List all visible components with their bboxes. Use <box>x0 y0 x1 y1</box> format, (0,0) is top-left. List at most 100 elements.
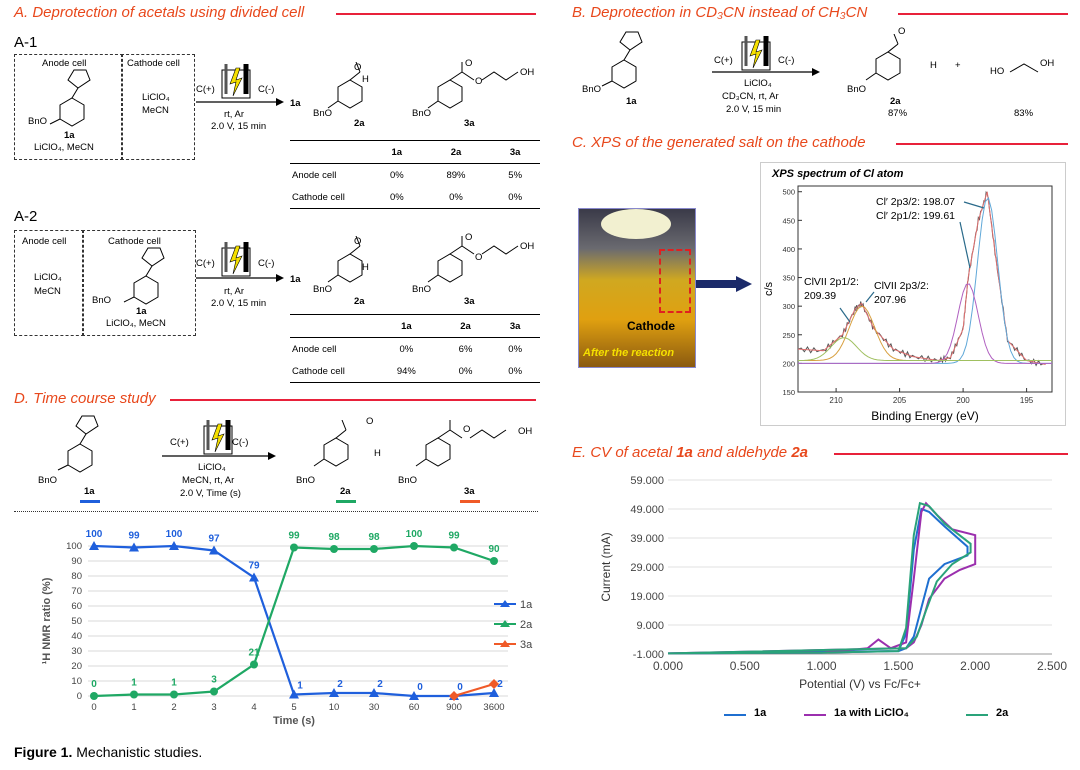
data-label-1a: 100 <box>86 529 103 540</box>
data-label-1a: 0 <box>417 682 423 693</box>
data-point-2a <box>490 557 498 565</box>
b-c-plus: C(+) <box>714 55 733 66</box>
a2-results-table: 1a 2a 3a Anode cell 0% 6% 0% Cathode cel… <box>290 314 540 383</box>
data-label-2a: 3 <box>211 675 217 686</box>
a1-anode-contents: LiClO₄, MeCN <box>34 142 94 153</box>
data-label-2a: 1 <box>131 678 137 689</box>
y-tick-label: -1.000 <box>633 649 664 661</box>
d-electrode-icon <box>203 420 233 455</box>
b-electrode-icon <box>741 36 771 71</box>
a2-ester-o2: O <box>475 252 483 263</box>
section-d-rule <box>170 399 536 401</box>
y-tick-label: 200 <box>782 359 795 368</box>
b-yield-2a: 87% <box>888 108 908 119</box>
b-oh: OH <box>1040 58 1055 69</box>
data-label-1a: 2 <box>497 679 503 690</box>
x-tick-label: 2 <box>171 702 176 713</box>
a2-reaction-arrow <box>196 274 284 282</box>
section-a-title: A. Deprotection of acetals using divided… <box>14 4 305 21</box>
a2-anode-box <box>14 230 84 336</box>
y-tick-label: 9.000 <box>636 620 664 632</box>
data-label-1a: 100 <box>166 529 183 540</box>
x-tick-label: 3600 <box>483 702 504 713</box>
photo-cathode-highlight <box>659 249 691 313</box>
a2-acetal-structure <box>123 247 165 305</box>
section-d-title: D. Time course study <box>14 390 156 407</box>
y-tick-label: 100 <box>66 541 82 552</box>
data-label-2a: 21 <box>248 648 260 659</box>
x-tick-label: 195 <box>1020 396 1034 405</box>
x-tick-label: 30 <box>369 702 380 713</box>
b-plus: + <box>955 60 961 71</box>
xps-ann-right-1: Cl′ 2p3/2: 198.07 <box>876 196 956 208</box>
data-point-3a <box>449 691 459 701</box>
data-point-1a <box>89 541 99 550</box>
section-c-title: C. XPS of the generated salt on the cath… <box>572 134 866 151</box>
xps-arrow-left <box>839 307 851 323</box>
a1-aldehyde-h: H <box>362 74 369 85</box>
b-reaction-arrow <box>712 68 820 76</box>
y-axis-label: ¹H NMR ratio (%) <box>41 577 53 664</box>
cv-legend-1a-label: 1a <box>754 707 767 719</box>
data-point-1a <box>209 545 219 555</box>
b-aldehyde-h: H <box>930 60 937 71</box>
x-axis-label: Potential (V) vs Fc/Fc+ <box>799 677 921 691</box>
xps-peak-cl-2p1 <box>798 283 1052 364</box>
a1-product-1a: 1a <box>290 98 301 109</box>
a2-ester-o: O <box>465 232 473 243</box>
a2-cathode-contents: LiClO₄, MeCN <box>106 318 166 329</box>
xps-title: XPS spectrum of Cl atom <box>772 168 904 180</box>
a2-anode-contents-1: LiClO₄ <box>34 272 62 283</box>
photo-caption: After the reaction <box>583 347 675 359</box>
data-point-1a <box>129 542 139 552</box>
y-axis-label: Current (mA) <box>599 532 613 601</box>
a1-anode-box <box>14 54 123 160</box>
data-point-1a <box>329 688 339 697</box>
a1-compound-2a: 2a <box>354 118 365 129</box>
a2-cathode-cell-label: Cathode cell <box>108 236 161 247</box>
b-bno-1: BnO <box>582 84 602 95</box>
legend-marker-2a <box>500 620 510 627</box>
x-tick-label: 1 <box>131 702 136 713</box>
x-tick-label: 1.500 <box>883 659 913 673</box>
legend-label-1a: 1a <box>520 599 533 611</box>
x-tick-label: 0 <box>91 702 96 713</box>
a1-cathode-contents-1: LiClO₄ <box>142 92 170 103</box>
xps-ann-mid-1: ClVII 2p3/2: <box>874 280 929 292</box>
cv-legend-1a-licl-swatch <box>804 714 826 716</box>
a2-cathode-box <box>82 230 196 336</box>
b-aldehyde-structure <box>865 34 901 81</box>
data-label-2a: 98 <box>328 532 340 543</box>
d-bno-1: BnO <box>38 475 58 486</box>
a1-ester-o: O <box>465 58 473 69</box>
photo-to-xps-arrow <box>696 276 752 292</box>
a2-anode-contents-2: MeCN <box>34 286 61 297</box>
a1-ester-o2: O <box>475 76 483 87</box>
cv-legend-1a-swatch <box>724 714 746 716</box>
x-tick-label: 10 <box>329 702 340 713</box>
xps-arrow-right-2 <box>959 221 971 269</box>
b-bno-2: BnO <box>847 84 867 95</box>
a2-bno-2: BnO <box>313 284 333 295</box>
a2-aldehyde-o: O <box>354 236 362 247</box>
data-label-2a: 1 <box>171 678 177 689</box>
legend-label-2a: 2a <box>520 619 533 631</box>
x-tick-label: 5 <box>291 702 296 713</box>
a1-cond-1: rt, Ar <box>224 109 245 120</box>
data-point-2a <box>130 690 138 699</box>
x-axis-label: Binding Energy (eV) <box>871 409 978 423</box>
data-label-2a: 100 <box>406 529 423 540</box>
a1-bno-3: BnO <box>412 108 432 119</box>
x-tick-label: 205 <box>893 396 907 405</box>
xps-peak-clvii-2p3 <box>797 305 1052 362</box>
a1-cond-2: 2.0 V, 15 min <box>211 121 267 132</box>
section-e-rule <box>834 453 1068 455</box>
x-tick-label: 60 <box>409 702 420 713</box>
a2-cond-1: rt, Ar <box>224 286 245 297</box>
a1-reaction-arrow <box>196 98 284 106</box>
a2-c-plus: C(+) <box>196 258 215 269</box>
data-point-1a <box>409 691 419 700</box>
table-header-row: 1a 2a 3a <box>290 314 540 338</box>
xps-ann-mid-2: 207.96 <box>874 294 907 306</box>
a1-compound-3a: 3a <box>464 118 475 129</box>
